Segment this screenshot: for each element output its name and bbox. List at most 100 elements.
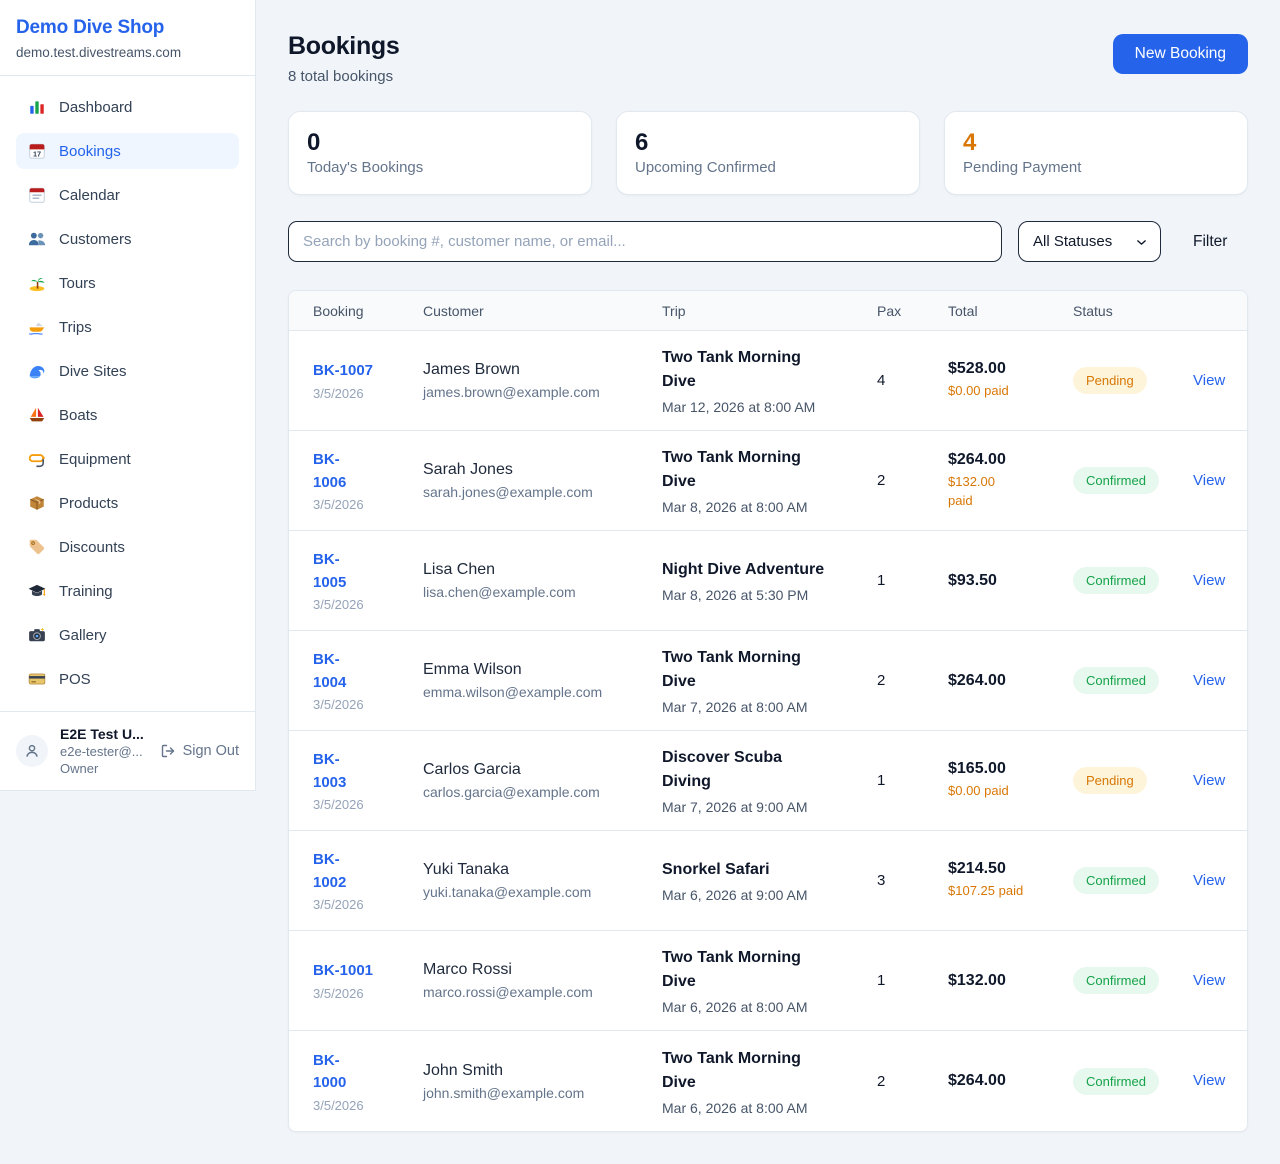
trip-datetime: Mar 12, 2026 at 8:00 AM [662,399,816,415]
trip-datetime: Mar 7, 2026 at 9:00 AM [662,799,808,815]
user-email: e2e-tester@... [60,744,143,759]
pax-value: 1 [877,772,886,789]
total-amount: $93.50 [948,571,997,589]
booking-id-link[interactable]: BK-1007 [313,362,374,380]
booking-cell: BK- 1003 3/5/2026 [313,749,423,812]
customer-email: carlos.garcia@example.com [423,784,600,800]
view-link[interactable]: View [1193,371,1226,389]
table-row: BK- 1005 3/5/2026 Lisa Chen lisa.chen@ex… [289,531,1247,631]
customer-name: Emma Wilson [423,661,522,678]
sidebar-item-training[interactable]: Training [16,573,239,609]
chevron-down-icon [1135,236,1148,249]
sidebar-item-equipment[interactable]: Equipment [16,441,239,477]
sidebar-item-label: Discounts [59,538,125,556]
total-cell: $93.50 [948,572,1073,590]
status-cell: Confirmed [1073,867,1193,894]
status-badge: Confirmed [1073,967,1159,994]
view-link[interactable]: View [1193,1072,1226,1089]
column-header-status: Status [1073,302,1113,319]
view-link[interactable]: View [1193,471,1226,489]
page-header: Bookings 8 total bookings New Booking [288,32,1248,85]
booking-id-link[interactable]: BK- 1006 [313,451,347,491]
discounts-icon [28,538,46,556]
dive-sites-icon [28,362,46,380]
status-badge: Confirmed [1073,1067,1159,1095]
sidebar-item-pos[interactable]: POS [16,661,239,697]
status-badge: Confirmed [1073,567,1159,594]
total-amount: $264.00 [948,450,1006,468]
sidebar-item-dashboard[interactable]: Dashboard [16,89,239,125]
sidebar-item-dive-sites[interactable]: Dive Sites [16,353,239,389]
trip-cell: Two Tank Morning Dive Mar 6, 2026 at 8:0… [662,1047,877,1116]
booking-id-link[interactable]: BK- 1003 [313,751,347,791]
sidebar-item-tours[interactable]: Tours [16,265,239,301]
customer-email: marco.rossi@example.com [423,984,593,1000]
table-row: BK-1001 3/5/2026 Marco Rossi marco.rossi… [289,931,1247,1031]
filter-button[interactable]: Filter [1177,233,1243,251]
customer-email: john.smith@example.com [423,1084,585,1101]
sidebar-item-label: Equipment [59,450,131,468]
sidebar-item-bookings[interactable]: 17 Bookings [16,133,239,169]
trip-name: Two Tank Morning Dive [662,649,801,690]
booking-id-link[interactable]: BK- 1002 [313,851,347,891]
booking-cell: BK- 1000 3/5/2026 [313,1050,423,1113]
status-badge: Pending [1073,367,1147,394]
customer-name: Lisa Chen [423,561,496,578]
calendar-icon [28,186,46,204]
status-filter-select[interactable]: All Statuses [1018,221,1161,262]
sidebar-item-calendar[interactable]: Calendar [16,177,239,213]
action-cell: View [1193,972,1225,990]
new-booking-button[interactable]: New Booking [1112,34,1248,74]
dashboard-icon [28,98,46,116]
sidebar-item-trips[interactable]: Trips [16,309,239,345]
status-badge: Confirmed [1073,667,1159,694]
paid-amount: $0.00 paid [948,783,1009,799]
gallery-icon [28,626,46,644]
trip-cell: Two Tank Morning Dive Mar 8, 2026 at 8:0… [662,446,877,515]
trip-name: Two Tank Morning Dive [662,349,801,390]
bookings-table: Booking Customer Trip Pax Total Status BK-100… [288,290,1248,1132]
customer-cell: Emma Wilson emma.wilson@example.com [423,661,662,700]
status-cell: Confirmed [1073,567,1193,594]
trip-datetime: Mar 6, 2026 at 8:00 AM [662,1099,808,1116]
status-badge: Confirmed [1073,867,1159,894]
total-amount: $214.50 [948,860,1006,878]
sidebar-item-products[interactable]: Products [16,485,239,521]
booking-id-link[interactable]: BK- 1004 [313,651,347,691]
sidebar-item-customers[interactable]: Customers [16,221,239,257]
pax-value: 4 [877,372,886,389]
table-row: BK- 1004 3/5/2026 Emma Wilson emma.wilso… [289,631,1247,731]
sidebar-item-boats[interactable]: Boats [16,397,239,433]
customer-cell: John Smith john.smith@example.com [423,1062,662,1101]
sidebar-item-label: Products [59,494,119,512]
sidebar-item-gallery[interactable]: Gallery [16,617,239,653]
sidebar-item-label: Boats [59,406,98,424]
view-link[interactable]: View [1193,871,1226,889]
booking-id-link[interactable]: BK- 1000 [313,1051,347,1092]
table-row: BK- 1000 3/5/2026 John Smith john.smith@… [289,1031,1247,1131]
user-name: E2E Test U... [60,726,144,742]
table-row: BK-1007 3/5/2026 James Brown james.brown… [289,331,1247,431]
brand-title[interactable]: Demo Dive Shop [16,17,165,38]
customer-email: emma.wilson@example.com [423,684,603,700]
action-cell: View [1193,772,1225,790]
booking-id-link[interactable]: BK-1001 [313,962,374,980]
status-cell: Confirmed [1073,1067,1193,1095]
booking-id-link[interactable]: BK- 1005 [313,551,347,591]
view-link[interactable]: View [1193,971,1226,989]
trip-cell: Two Tank Morning Dive Mar 12, 2026 at 8:… [662,346,877,415]
action-cell: View [1193,572,1225,590]
view-link[interactable]: View [1193,571,1226,589]
view-link[interactable]: View [1193,771,1226,789]
stat-label: Pending Payment [963,159,1082,177]
view-link[interactable]: View [1193,671,1226,689]
brand: Demo Dive Shop demo.test.divestreams.com [0,0,255,76]
sidebar-item-discounts[interactable]: Discounts [16,529,239,565]
sign-out-button[interactable]: Sign Out [160,743,239,759]
total-cell: $165.00 $0.00 paid [948,760,1073,801]
status-cell: Confirmed [1073,967,1193,994]
status-cell: Confirmed [1073,667,1193,694]
customer-name: Sarah Jones [423,461,513,478]
customer-email: lisa.chen@example.com [423,584,576,600]
search-input[interactable] [288,221,1002,262]
